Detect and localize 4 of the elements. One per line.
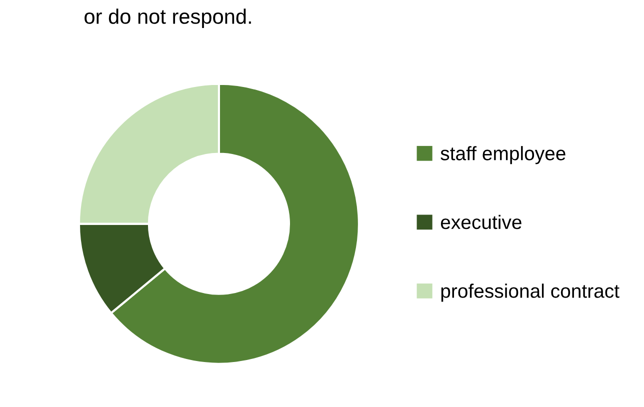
- legend-label: executive: [440, 214, 522, 230]
- chart-title: or do not respond.: [84, 8, 251, 28]
- legend-label: staff employee: [440, 146, 566, 164]
- legend-label: professional contract: [441, 284, 620, 302]
